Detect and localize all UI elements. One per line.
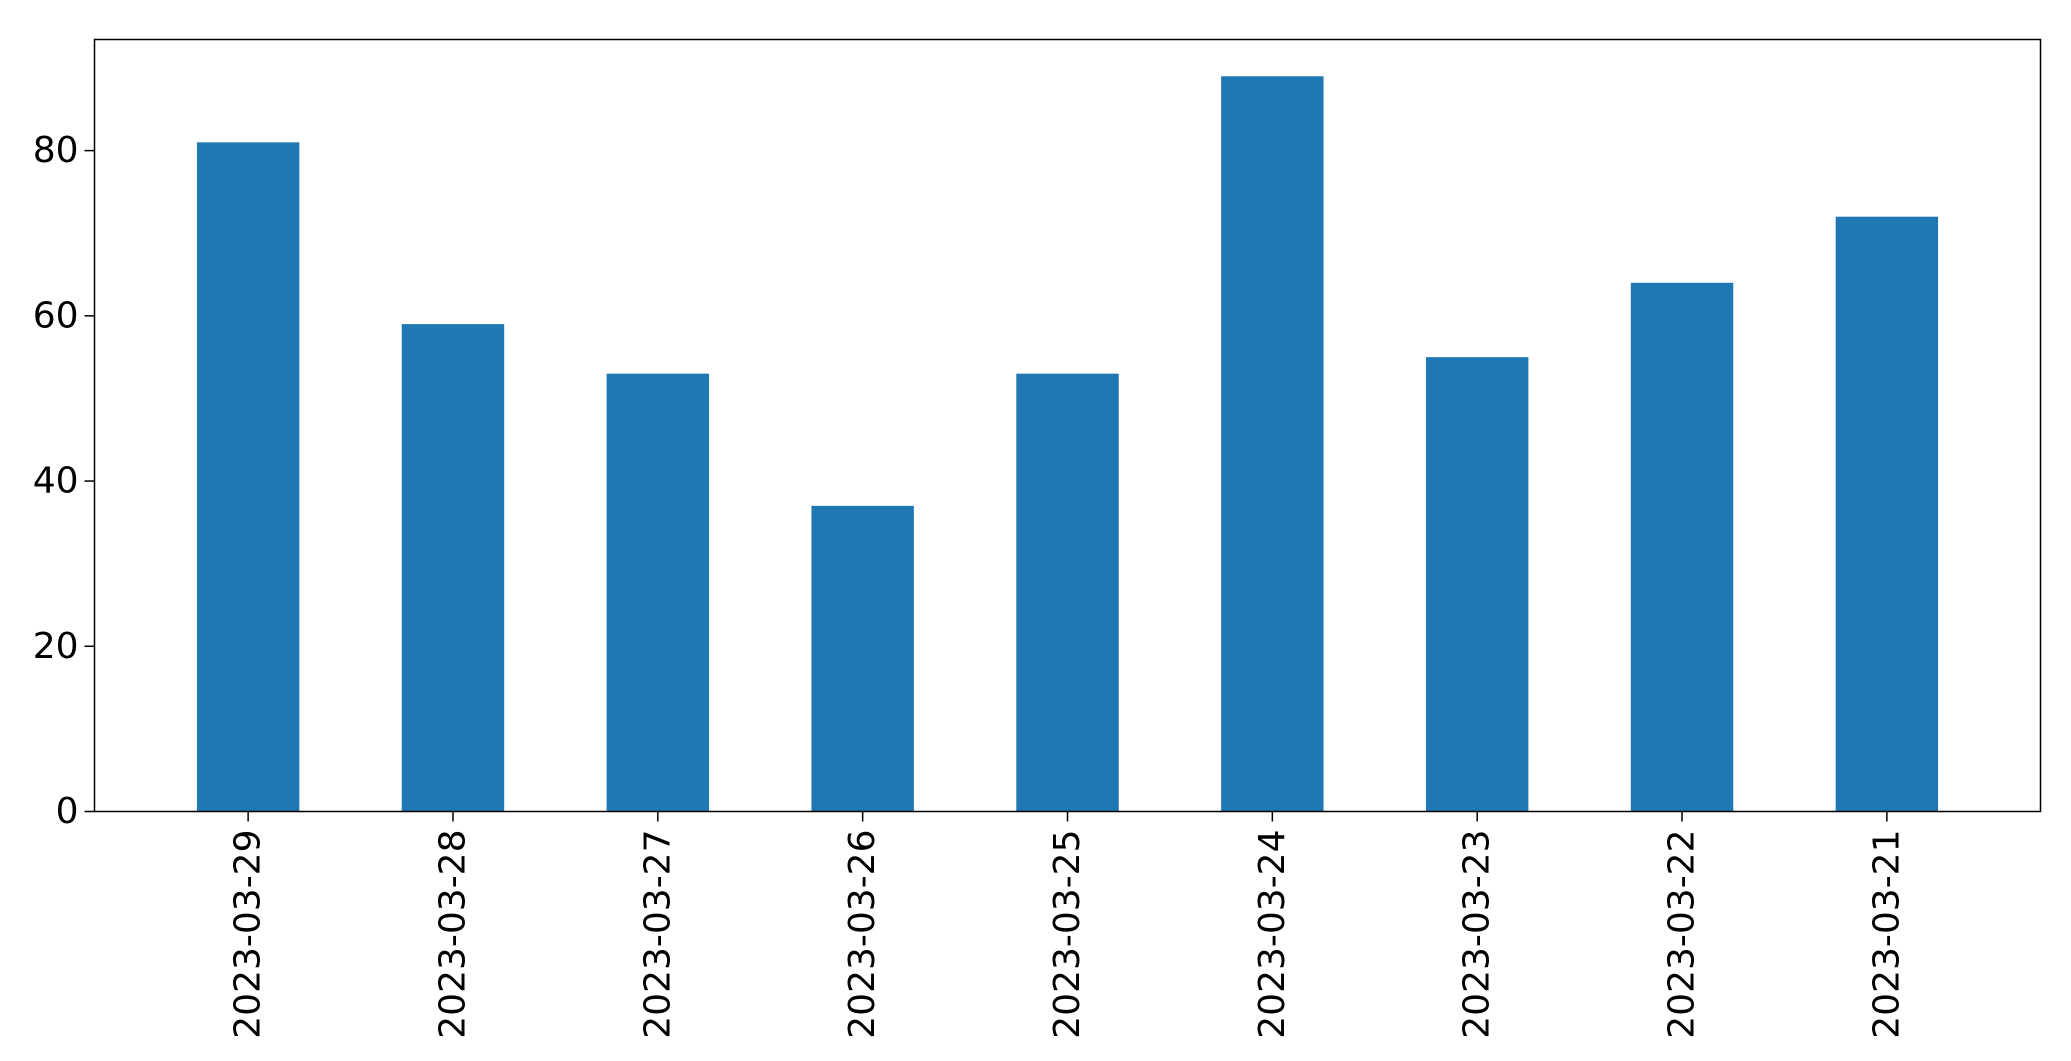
bar-2023-03-22 (1630, 282, 1734, 812)
bar-2023-03-29 (196, 142, 300, 812)
plot-frame (93, 38, 2042, 813)
bar-2023-03-26 (811, 505, 914, 812)
x-tick-label: 2023-03-28 (432, 830, 473, 1039)
x-tick-label: 2023-03-29 (228, 830, 269, 1039)
bar-2023-03-25 (1016, 373, 1119, 812)
y-tick-label: 0 (56, 791, 79, 832)
x-tick-label: 2023-03-22 (1662, 830, 1703, 1039)
bar-series (196, 76, 1939, 812)
y-tick-label: 60 (33, 295, 79, 336)
x-tick-label: 2023-03-23 (1457, 830, 1498, 1039)
bar-2023-03-28 (401, 324, 505, 812)
y-axis: 0 20 40 60 80 (33, 130, 95, 832)
y-tick-label: 20 (33, 626, 79, 667)
x-axis: 2023-03-29 2023-03-28 2023-03-27 2023-03-26… (228, 811, 1907, 1039)
x-tick-label: 2023-03-27 (637, 830, 678, 1039)
bar-2023-03-27 (606, 373, 710, 812)
x-tick-label: 2023-03-21 (1866, 830, 1907, 1039)
x-tick-label: 2023-03-25 (1047, 830, 1088, 1039)
y-tick-label: 80 (33, 130, 79, 171)
y-tick-label: 40 (33, 461, 79, 502)
x-tick-label: 2023-03-26 (842, 830, 883, 1039)
bar-2023-03-21 (1835, 216, 1939, 812)
x-tick-label: 2023-03-24 (1252, 830, 1293, 1039)
bar-2023-03-24 (1221, 76, 1324, 812)
bar-2023-03-23 (1425, 357, 1529, 812)
